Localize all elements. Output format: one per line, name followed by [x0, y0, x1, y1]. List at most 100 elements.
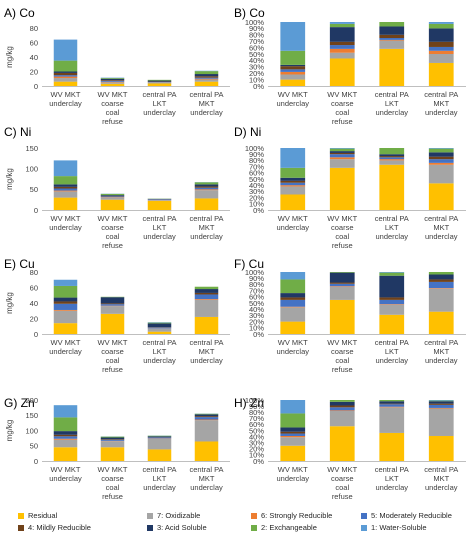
- bar-segment: [53, 71, 78, 73]
- bar-segment: [280, 180, 306, 183]
- x-tick-label-line: coal: [106, 356, 120, 365]
- x-tick-label-line: LKT: [153, 99, 167, 108]
- y-tick-label: 60%: [249, 293, 264, 302]
- bar-segment: [329, 58, 355, 86]
- bar-segment: [329, 167, 355, 210]
- legend-swatch: [361, 512, 367, 519]
- x-tick-label-line: coarse: [331, 347, 354, 356]
- legend-swatch: [18, 524, 24, 531]
- bar-segment: [329, 407, 355, 411]
- bar-segment: [147, 200, 172, 201]
- x-tick-label: WV MKT underclay: [49, 338, 82, 356]
- x-tick-label-line: refuse: [332, 117, 353, 126]
- bar-segment: [329, 52, 355, 59]
- y-tick-label: 50: [30, 442, 38, 451]
- y-tick-label: 50: [30, 185, 38, 194]
- bar-segment: [379, 40, 405, 49]
- bar-segment: [194, 419, 219, 421]
- bar-segment: [194, 417, 219, 420]
- x-tick-label: WV MKT coarse coal refuse: [98, 214, 128, 250]
- bar-segment: [194, 416, 219, 418]
- y-tick-label: 100%: [245, 18, 265, 27]
- x-tick-label-line: underclay: [276, 347, 309, 356]
- bar-segment: [194, 299, 219, 300]
- x-tick-label-line: central PA: [424, 338, 458, 347]
- y-tick-label: 0: [34, 206, 38, 215]
- x-tick-label-line: underclay: [190, 232, 223, 241]
- x-tick-label: WV MKT coarse coal refuse: [98, 90, 128, 126]
- x-tick-label: central PA MKT underclay: [189, 338, 223, 365]
- bar-segment: [428, 22, 454, 24]
- bar-segment: [147, 437, 172, 439]
- bar-segment: [53, 81, 78, 86]
- bar-segment: [280, 279, 306, 294]
- legend-label: 1: Water-Soluble: [371, 523, 427, 532]
- y-tick-label: 60%: [249, 43, 264, 52]
- x-tick-label-line: coal: [335, 232, 349, 241]
- bar-segment: [329, 157, 355, 160]
- bar-segment: [379, 304, 405, 305]
- x-tick-label-line: underclay: [49, 347, 82, 356]
- x-tick-label-line: WV MKT: [98, 465, 128, 474]
- bar-segment: [428, 159, 454, 163]
- bar-segment: [428, 28, 454, 42]
- bar-segment: [280, 186, 306, 195]
- legend: Residual 7: Oxidizable 6: Strongly Reduc…: [16, 508, 466, 534]
- legend-item-residual: Residual: [18, 510, 57, 521]
- bar-segment: [280, 427, 306, 432]
- bar-segment: [147, 435, 172, 437]
- legend-item-acid-soluble: 3: Acid Soluble: [147, 522, 207, 533]
- legend-label: 5: Moderately Reducible: [371, 511, 452, 520]
- legend-swatch: [18, 512, 24, 519]
- bar-segment: [329, 23, 355, 28]
- bar-segment: [53, 405, 78, 418]
- bar-segment: [147, 331, 172, 334]
- x-tick-label: WV MKT coarse coal refuse: [98, 465, 128, 501]
- bar-segment: [379, 403, 405, 405]
- x-tick-label-line: underclay: [190, 108, 223, 117]
- bar-segment: [53, 301, 78, 304]
- bar-segment: [53, 439, 78, 448]
- x-tick-label-line: coarse: [101, 347, 124, 356]
- x-tick-label-line: central PA: [424, 465, 458, 474]
- bar-segment: [329, 151, 355, 153]
- bar-segment: [100, 83, 125, 86]
- bar-segment: [428, 408, 454, 436]
- x-tick-label: central PA MKT underclay: [424, 465, 458, 492]
- bar-segment: [280, 194, 306, 210]
- x-tick-label-line: underclay: [190, 356, 223, 365]
- chart-panel: B) Co 0%10%20%30%40%50%60%70%80%90%100% WV…: [234, 6, 466, 126]
- bar-segment: [194, 187, 219, 190]
- y-tick-label: 60: [30, 283, 38, 292]
- bar-segment: [280, 22, 306, 51]
- x-tick-label-line: refuse: [102, 241, 123, 250]
- x-tick-label-line: LKT: [385, 223, 399, 232]
- bar-segment: [53, 279, 78, 286]
- bar-segment: [379, 406, 405, 408]
- x-tick-label: central PA LKT underclay: [375, 465, 409, 492]
- y-tick-label: 150: [25, 144, 38, 153]
- x-tick-label-line: central PA: [375, 214, 409, 223]
- x-tick-label: central PA LKT underclay: [142, 90, 176, 117]
- bar-segment: [428, 401, 454, 404]
- x-tick-label: central PA MKT underclay: [424, 90, 458, 117]
- bar-segment: [329, 282, 355, 284]
- bar-segment: [280, 293, 306, 298]
- bar-segment: [428, 46, 454, 51]
- legend-swatch: [251, 512, 257, 519]
- x-tick-label-line: coarse: [331, 474, 354, 483]
- y-tick-label: 10%: [249, 324, 264, 333]
- x-tick-label-line: refuse: [332, 365, 353, 374]
- y-tick-label: 50%: [249, 175, 264, 184]
- bar-segment: [147, 82, 172, 84]
- bar-segment: [100, 193, 125, 196]
- bar-segment: [100, 78, 125, 81]
- bar-segment: [194, 78, 219, 80]
- bar-segment: [147, 79, 172, 81]
- legend-swatch: [361, 524, 367, 531]
- bar-segment: [329, 272, 355, 283]
- x-tick-label: WV MKT underclay: [276, 338, 309, 356]
- bar-segment: [329, 22, 355, 24]
